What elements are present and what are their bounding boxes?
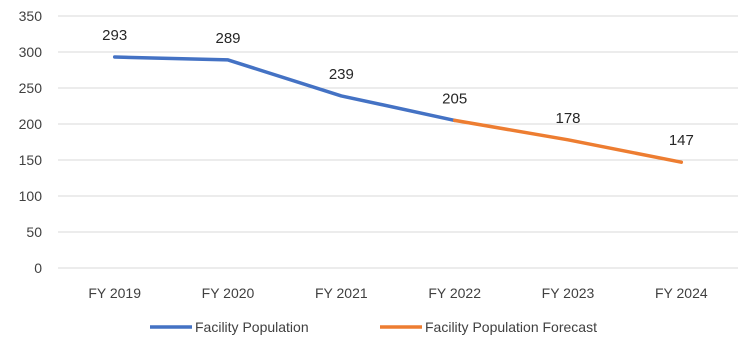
series-line-facility-population-forecast (452, 118, 684, 164)
x-axis-tick-labels: FY 2019 FY 2020 FY 2021 FY 2022 FY 2023 FY 20… (88, 285, 708, 301)
data-label: 293 (102, 27, 127, 44)
y-tick-label: 50 (26, 224, 42, 240)
y-axis-tick-labels: 0 50 100 150 200 250 300 350 (19, 8, 43, 276)
series-line-facility-population (112, 55, 457, 123)
series-lines (112, 55, 684, 164)
data-labels: 293 289 239 205 178 147 (102, 27, 694, 149)
legend-label: Facility Population (195, 319, 309, 335)
data-label: 147 (669, 132, 694, 149)
data-label: 239 (329, 66, 354, 83)
x-tick-label: FY 2022 (428, 285, 481, 301)
data-label: 289 (215, 30, 240, 47)
x-tick-label: FY 2024 (655, 285, 708, 301)
y-tick-label: 200 (19, 116, 43, 132)
y-tick-label: 350 (19, 8, 43, 24)
y-tick-label: 0 (34, 260, 42, 276)
legend-label: Facility Population Forecast (425, 319, 597, 335)
data-label: 178 (555, 110, 580, 127)
x-tick-label: FY 2023 (542, 285, 595, 301)
y-tick-label: 250 (19, 80, 43, 96)
gridlines (58, 15, 738, 269)
y-tick-label: 150 (19, 152, 43, 168)
x-tick-label: FY 2020 (202, 285, 255, 301)
y-tick-label: 300 (19, 44, 43, 60)
y-tick-label: 100 (19, 188, 43, 204)
data-label: 205 (442, 90, 467, 107)
x-tick-label: FY 2021 (315, 285, 368, 301)
x-tick-label: FY 2019 (88, 285, 141, 301)
legend: Facility Population Facility Population F… (150, 319, 597, 335)
